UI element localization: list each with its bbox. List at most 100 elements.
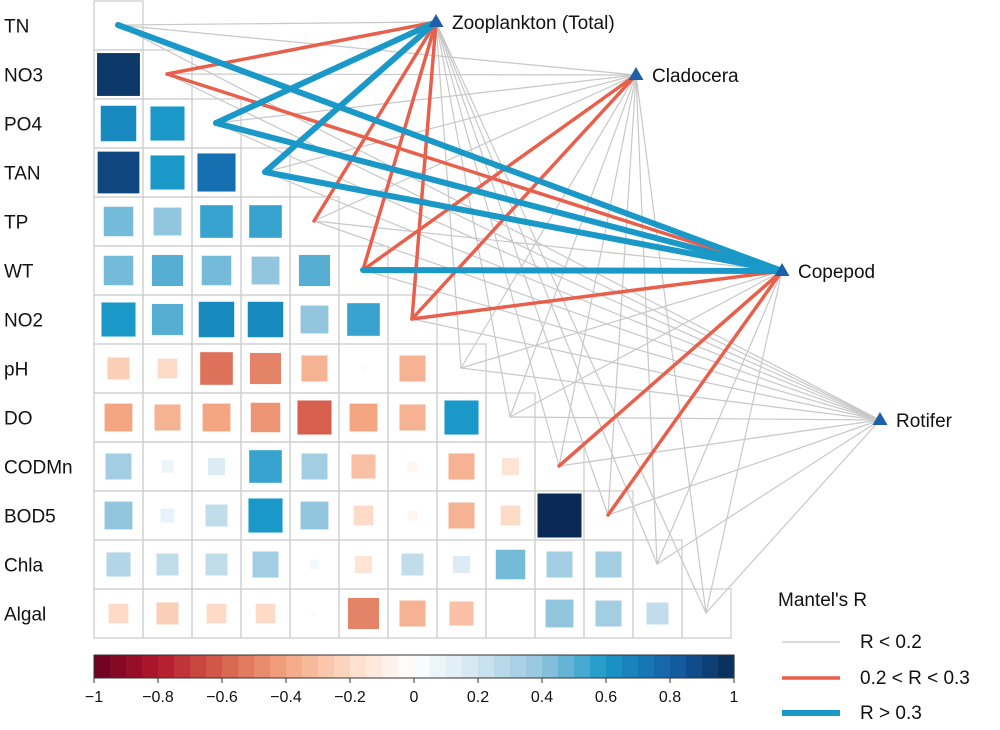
corr-cell-Algal-NO2 bbox=[399, 600, 426, 627]
link-TP-rotifer bbox=[313, 220, 881, 421]
colorbar-segment bbox=[590, 655, 607, 678]
corr-cell-NO3-TN bbox=[97, 53, 140, 96]
var-label-DO: DO bbox=[4, 409, 33, 430]
corr-cell-Chla-TN bbox=[106, 552, 131, 577]
correlation-grid bbox=[93, 0, 732, 639]
corr-cell-CODMn-TP bbox=[301, 453, 328, 480]
corr-cell-WT-PO4 bbox=[201, 255, 232, 286]
corr-cell-TAN-NO3 bbox=[150, 155, 185, 190]
var-label-Chla: Chla bbox=[4, 556, 44, 577]
var-label-NO2: NO2 bbox=[4, 311, 43, 332]
link-BOD5-rotifer bbox=[607, 419, 881, 516]
colorbar-tick-label: −0.4 bbox=[270, 689, 302, 706]
corr-cell-Algal-PO4 bbox=[206, 603, 227, 624]
var-label-TN: TN bbox=[4, 17, 29, 38]
colorbar: −1 −0.8 −0.6 −0.4 −0.2 0 0.2 0.4 0.6 0.8 1 bbox=[85, 654, 739, 706]
link-Algal-copepod bbox=[705, 270, 783, 614]
corr-cell-BOD5-DO bbox=[500, 505, 521, 526]
colorbar-segment bbox=[366, 655, 383, 678]
corr-cell-Chla-NO3 bbox=[156, 553, 179, 576]
colorbar-tick-label: 0.4 bbox=[531, 689, 553, 706]
link-WT-copepod bbox=[360, 267, 785, 274]
var-label-NO3: NO3 bbox=[4, 66, 43, 87]
corr-cell-Algal-pH bbox=[449, 601, 474, 626]
colorbar-segment bbox=[414, 655, 431, 678]
corr-cell-Chla-pH bbox=[452, 555, 471, 574]
link-TN-zooplankton bbox=[117, 21, 437, 26]
corr-cell-pH-TP bbox=[301, 355, 328, 382]
corr-cell-pH-TN bbox=[107, 357, 130, 380]
link-TP-copepod bbox=[313, 220, 783, 272]
corr-cell-Algal-TN bbox=[108, 603, 129, 624]
corr-cell-pH-NO3 bbox=[157, 358, 178, 379]
corr-cell-CODMn-DO bbox=[501, 457, 520, 476]
link-WT-zooplankton bbox=[361, 20, 438, 272]
colorbar-segment bbox=[142, 655, 159, 678]
corr-cell-NO2-TN bbox=[101, 302, 136, 337]
corr-cell-WT-TAN bbox=[251, 256, 280, 285]
corr-cell-CODMn-NO3 bbox=[161, 460, 174, 473]
colorbar-tick-label: 1 bbox=[730, 689, 739, 706]
link-pH-copepod bbox=[460, 270, 783, 369]
colorbar-segment bbox=[462, 655, 479, 678]
link-TAN-cladocera bbox=[264, 74, 637, 173]
target-marker-icon bbox=[774, 263, 790, 276]
corr-cell-Algal-TP bbox=[311, 610, 318, 617]
corr-cell-Algal-DO bbox=[509, 612, 512, 615]
colorbar-segment bbox=[318, 655, 335, 678]
corr-cell-WT-TP bbox=[298, 254, 331, 287]
legend-label-medium: 0.2 < R < 0.3 bbox=[860, 668, 970, 689]
link-Algal-zooplankton bbox=[435, 21, 707, 614]
corr-cell-Chla-DO bbox=[495, 549, 526, 580]
link-BOD5-copepod bbox=[606, 269, 784, 517]
corr-cell-CODMn-TN bbox=[105, 453, 132, 480]
corr-cell-CODMn-WT bbox=[351, 454, 376, 479]
corr-cell-BOD5-NO2 bbox=[407, 510, 418, 521]
corr-cell-DO-NO3 bbox=[154, 404, 181, 431]
legend-label-strong: R > 0.3 bbox=[860, 703, 922, 724]
target-label: Copepod bbox=[798, 262, 875, 283]
legend-label-weak: R < 0.2 bbox=[860, 632, 922, 653]
link-PO4-copepod bbox=[213, 120, 785, 274]
corr-cell-TP-PO4 bbox=[200, 205, 233, 238]
corr-cell-BOD5-WT bbox=[353, 505, 374, 526]
corr-cell-DO-TP bbox=[297, 400, 332, 435]
var-label-TAN: TAN bbox=[4, 164, 41, 185]
link-DO-copepod bbox=[509, 270, 783, 418]
corr-cell-DO-PO4 bbox=[202, 403, 231, 432]
colorbar-segment bbox=[510, 655, 527, 678]
corr-cell-BOD5-PO4 bbox=[205, 504, 228, 527]
colorbar-segment bbox=[702, 655, 719, 678]
link-CODMn-copepod bbox=[557, 269, 784, 468]
colorbar-tick-label: 0.6 bbox=[595, 689, 617, 706]
link-Chla-rotifer bbox=[656, 419, 881, 565]
colorbar-segment bbox=[334, 655, 351, 678]
corr-cell-Chla-PO4 bbox=[205, 553, 228, 576]
colorbar-segment bbox=[94, 655, 111, 678]
colorbar-segment bbox=[622, 655, 639, 678]
colorbar-tick-label: −0.6 bbox=[206, 689, 238, 706]
colorbar-segment bbox=[286, 655, 303, 678]
var-label-TP: TP bbox=[4, 213, 28, 234]
corr-cell-DO-WT bbox=[349, 403, 378, 432]
variable-labels: TN NO3 PO4 TAN TP WT NO2 pH DO CODMn BOD5 Chla Algal bbox=[4, 17, 73, 626]
link-Chla-zooplankton bbox=[435, 21, 658, 565]
colorbar-tick-label: 0.2 bbox=[467, 689, 489, 706]
corr-cell-TAN-TN bbox=[97, 151, 140, 194]
var-label-PO4: PO4 bbox=[4, 115, 42, 136]
correlation-cells bbox=[97, 53, 669, 630]
colorbar-segment bbox=[174, 655, 191, 678]
colorbar-segment bbox=[238, 655, 255, 678]
link-NO3-cladocera bbox=[166, 73, 637, 76]
colorbar-segment bbox=[494, 655, 511, 678]
corr-cell-BOD5-pH bbox=[448, 502, 475, 529]
colorbar-segment bbox=[190, 655, 207, 678]
colorbar-segment bbox=[430, 655, 447, 678]
link-DO-zooplankton bbox=[435, 21, 511, 418]
link-PO4-cladocera bbox=[215, 74, 637, 124]
colorbar-segment bbox=[398, 655, 415, 678]
link-pH-rotifer bbox=[460, 367, 881, 421]
colorbar-tick-label: −0.2 bbox=[334, 689, 366, 706]
corr-cell-Algal-NO3 bbox=[156, 602, 179, 625]
link-WT-rotifer bbox=[362, 269, 881, 421]
